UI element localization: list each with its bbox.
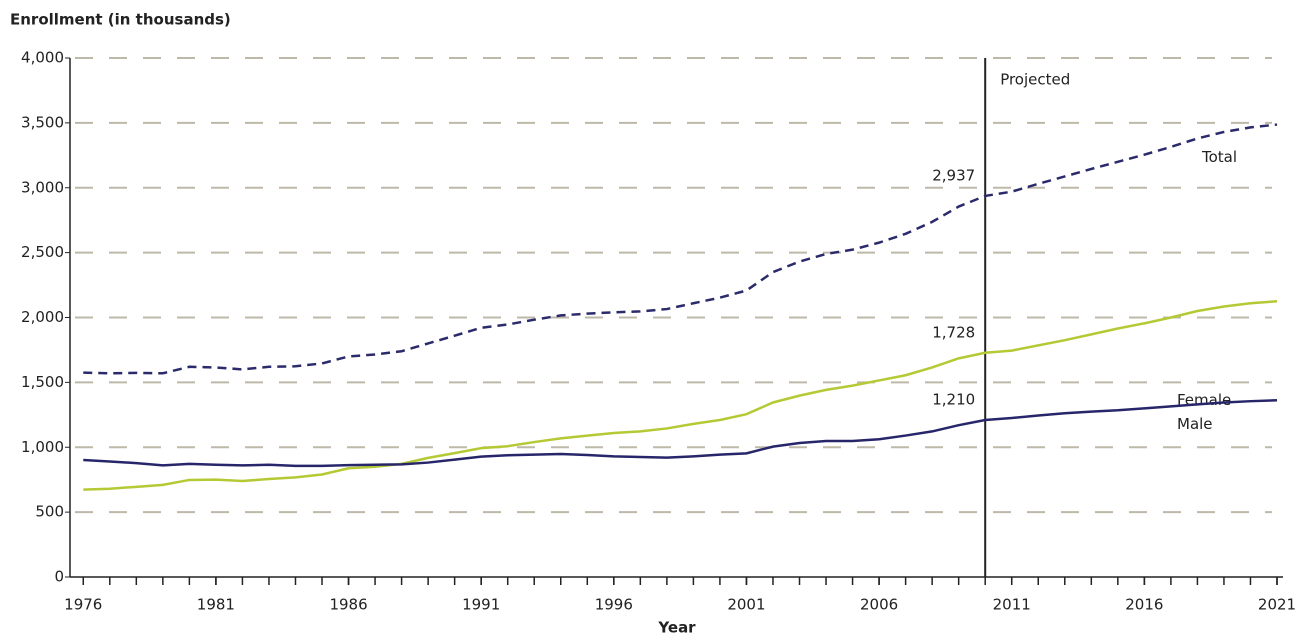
y-tick-label: 1,000 [21, 438, 64, 456]
data-label: 2,937 [932, 166, 975, 184]
y-tick-label: 4,000 [21, 49, 64, 67]
x-axis-label: Year [657, 619, 696, 637]
y-tick-label: 0 [54, 568, 64, 586]
y-axis-label: Enrollment (in thousands) [10, 11, 231, 29]
y-tick-label: 500 [35, 503, 64, 521]
y-tick-label: 3,000 [21, 178, 64, 196]
y-tick-label: 3,500 [21, 113, 64, 131]
annotation: Projected [1000, 71, 1070, 89]
series-line [83, 399, 1278, 468]
x-tick-label: 1991 [462, 596, 500, 614]
x-tick-label: 1986 [329, 596, 367, 614]
y-tick-label: 1,500 [21, 373, 64, 391]
series-name: Total [1201, 148, 1237, 166]
x-tick-label: 2016 [1125, 596, 1163, 614]
series-line [83, 300, 1278, 491]
y-tick-label: 2,500 [21, 243, 64, 261]
x-tick-label: 1981 [197, 596, 235, 614]
series-name: Male [1177, 415, 1213, 433]
series-line [83, 123, 1278, 375]
x-tick-label: 2001 [727, 596, 765, 614]
x-tick-label: 1996 [595, 596, 633, 614]
data-label: 1,210 [932, 391, 975, 409]
data-label: 1,728 [932, 323, 975, 341]
x-tick-label: 2021 [1258, 596, 1296, 614]
x-tick-label: 2011 [993, 596, 1031, 614]
y-tick-label: 2,000 [21, 308, 64, 326]
x-tick-label: 2006 [860, 596, 898, 614]
x-tick-label: 1976 [64, 596, 102, 614]
